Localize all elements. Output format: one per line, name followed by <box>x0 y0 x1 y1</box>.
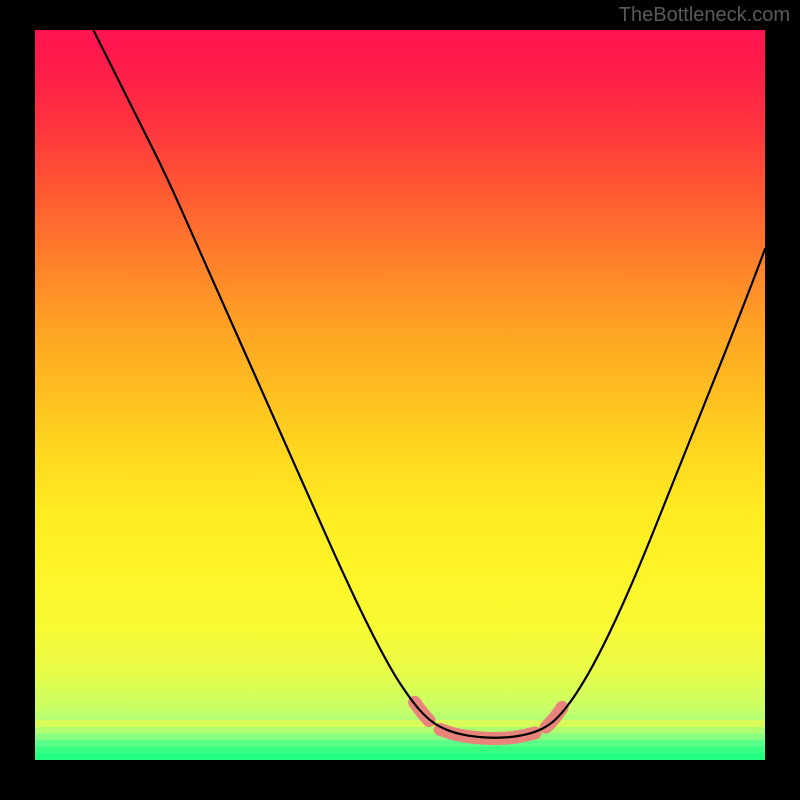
bottleneck-chart <box>35 30 765 760</box>
bottleneck-curve <box>93 30 765 738</box>
chart-curve-layer <box>35 30 765 760</box>
highlight-worms <box>415 702 562 738</box>
watermark-text: TheBottleneck.com <box>619 4 790 27</box>
